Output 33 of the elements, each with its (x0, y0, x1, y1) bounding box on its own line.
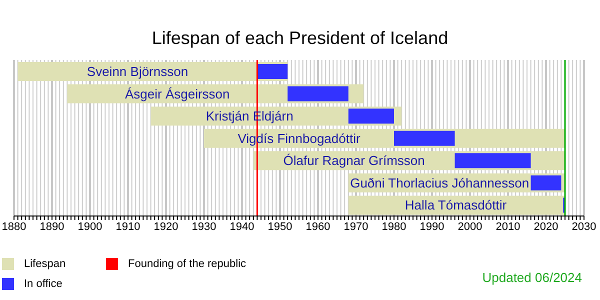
legend-label: Lifespan (24, 258, 66, 270)
legend-label: In office (24, 278, 62, 290)
x-tick-label: 1960 (306, 220, 330, 233)
bar (530, 175, 562, 190)
x-tick-label: 2020 (534, 220, 558, 233)
text: Updated 06/2024 (482, 270, 582, 285)
bar (394, 130, 455, 146)
y-tick-label: Ásgeir Ásgeirsson (125, 86, 230, 102)
x-tick-label: 2000 (458, 220, 482, 233)
bar (454, 153, 531, 168)
y-tick-label: Guðni Thorlacius Jóhannesson (350, 175, 530, 190)
x-tick-label: 1950 (268, 220, 292, 233)
x-tick-label: 1930 (192, 220, 216, 233)
x-tick-label: 1910 (116, 220, 140, 233)
x-tick-label: 1920 (154, 220, 178, 233)
x-tick-label: 1980 (382, 220, 406, 233)
chart-title: Lifespan of each President of Iceland (150, 28, 450, 49)
bar (348, 196, 565, 215)
y-tick-label: Halla Tómasdóttir (404, 198, 508, 213)
bar (288, 86, 348, 102)
x-tick-label: 1880 (2, 220, 26, 233)
y-tick-label: Sveinn Björnsson (86, 64, 188, 79)
x-tick-label: 1970 (344, 220, 368, 233)
legend-label: Founding of the republic (128, 258, 246, 270)
x-tick-label: 1900 (78, 220, 102, 233)
x-tick-label: 2010 (496, 220, 520, 233)
x-tick-label: 1990 (420, 220, 444, 233)
bar (257, 64, 288, 79)
x-tick-label: 1890 (40, 220, 64, 233)
y-tick-label: Ólafur Ragnar Grímsson (283, 153, 425, 168)
x-tick-label: 2030 (572, 220, 596, 233)
bar (348, 108, 394, 124)
x-tick-label: 1940 (230, 220, 254, 233)
